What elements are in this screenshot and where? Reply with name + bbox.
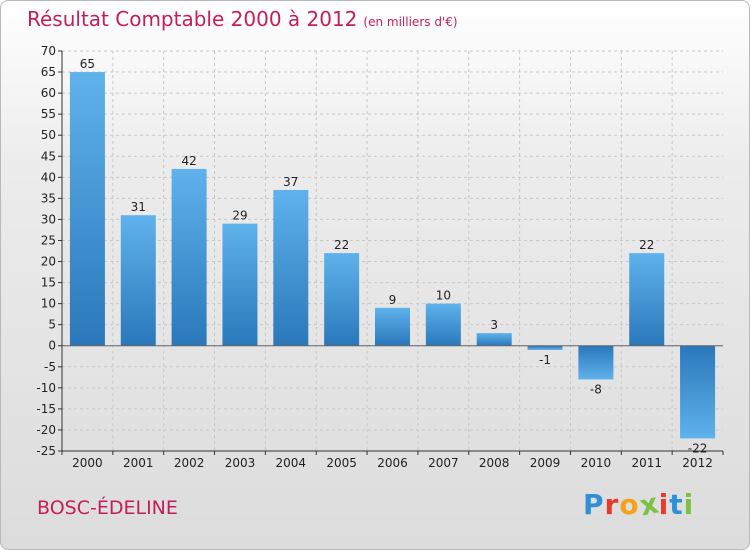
- chart-title: Résultat Comptable 2000 à 2012: [27, 7, 358, 31]
- x-tick-label: 2010: [581, 456, 612, 470]
- x-tick-label: 2006: [377, 456, 408, 470]
- proxiti-logo[interactable]: Proxiti: [583, 486, 695, 522]
- y-tick-label: -20: [36, 423, 56, 437]
- logo-letter: i: [683, 488, 695, 521]
- logo-letter: P: [583, 488, 605, 521]
- x-tick-label: 2008: [479, 456, 510, 470]
- bar-value-label: 22: [334, 238, 349, 252]
- bar-2005: [324, 253, 360, 346]
- y-tick-label: 20: [41, 255, 56, 269]
- x-tick-label: 2009: [530, 456, 561, 470]
- bar-2000: [69, 72, 105, 346]
- bar-2012: [680, 345, 716, 439]
- bar-2011: [629, 253, 665, 346]
- y-tick-label: 5: [48, 318, 56, 332]
- bar-2009: [527, 345, 563, 350]
- axis-layer: [58, 50, 724, 455]
- chart-title-block: Résultat Comptable 2000 à 2012 (en millie…: [27, 7, 458, 31]
- y-tick-label: 55: [41, 107, 56, 121]
- y-tick-label: 40: [41, 170, 56, 184]
- x-tick-label: 2011: [631, 456, 662, 470]
- bars-layer: [69, 72, 716, 439]
- labels-layer: -25 -20 -15 -10 -5 0 5 10 15 20 25 30 35 40 45 50 55 60 65…: [36, 44, 712, 470]
- bar-2002: [171, 168, 207, 346]
- bar-2010: [578, 345, 614, 380]
- bar-value-label: 10: [436, 289, 451, 303]
- bar-value-label: 29: [232, 209, 247, 223]
- x-tick-label: 2004: [276, 456, 307, 470]
- bar-value-label: 65: [80, 57, 95, 71]
- bar-2006: [375, 307, 410, 346]
- logo-letter: i: [658, 488, 670, 521]
- bar-2008: [476, 333, 512, 346]
- bar-value-label: 31: [131, 200, 146, 214]
- x-tick-label: 2002: [174, 456, 205, 470]
- x-tick-label: 2007: [428, 456, 459, 470]
- bar-2001: [120, 215, 156, 346]
- bar-value-label: 42: [181, 154, 196, 168]
- x-tick-label: 2003: [225, 456, 256, 470]
- bar-value-label: -8: [590, 382, 602, 396]
- bar-value-label: -1: [539, 353, 551, 367]
- grid-layer: [62, 50, 723, 451]
- x-tick-label: 2005: [326, 456, 357, 470]
- logo-letter: o: [619, 488, 640, 521]
- x-tick-label: 2001: [123, 456, 154, 470]
- y-tick-label: 60: [41, 86, 56, 100]
- y-tick-label: 25: [41, 233, 56, 247]
- bar-value-label: -22: [688, 441, 708, 455]
- y-tick-label: 45: [41, 149, 56, 163]
- x-tick-label: 2000: [72, 456, 103, 470]
- bar-value-label: 9: [389, 293, 397, 307]
- y-tick-label: 0: [48, 339, 56, 353]
- y-tick-label: 30: [41, 212, 56, 226]
- logo-letter: t: [669, 488, 684, 521]
- bar-2004: [273, 189, 309, 346]
- commune-name: BOSC-ÉDELINE: [37, 497, 178, 519]
- y-tick-label: -5: [44, 360, 56, 374]
- y-tick-label: 50: [41, 128, 56, 142]
- chart-subtitle: (en milliers d'€): [363, 15, 458, 29]
- bar-value-label: 3: [490, 318, 498, 332]
- bar-value-label: 22: [639, 238, 654, 252]
- bar-value-label: 37: [283, 175, 298, 189]
- x-tick-label: 2012: [682, 456, 713, 470]
- y-tick-label: 15: [41, 276, 56, 290]
- logo-letter: r: [604, 488, 620, 521]
- y-tick-label: 35: [41, 191, 56, 205]
- y-tick-label: -15: [36, 402, 56, 416]
- bar-2003: [222, 223, 258, 346]
- y-tick-label: 70: [41, 44, 56, 58]
- bar-2007: [425, 303, 461, 346]
- y-tick-label: -10: [36, 381, 56, 395]
- y-tick-label: 10: [41, 297, 56, 311]
- y-tick-label: 65: [41, 65, 56, 79]
- y-tick-label: -25: [36, 444, 56, 458]
